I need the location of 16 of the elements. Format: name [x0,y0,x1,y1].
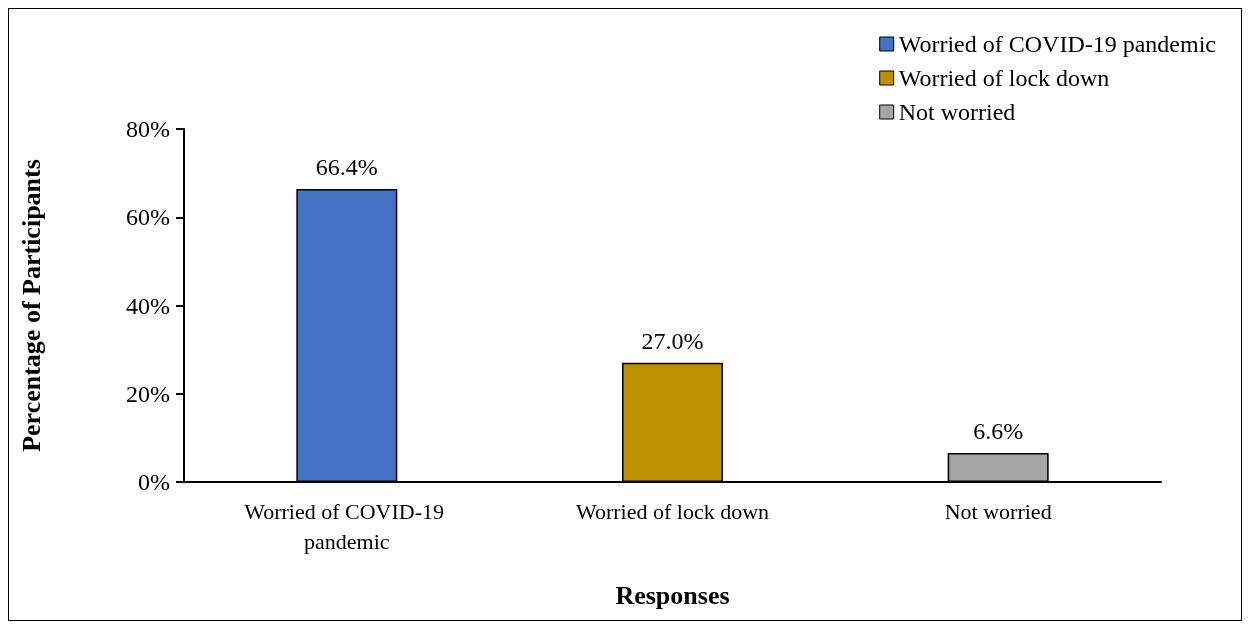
x-tick-label: Not worried [944,498,1052,524]
x-tick-label: Worried of COVID-19 pandemic [244,498,450,554]
x-tick-label: Worried of lock down [575,498,770,524]
legend-label: Worried of lock down [898,65,1110,91]
y-tick-label: 40% [126,292,170,319]
x-axis-title: Responses [615,580,730,610]
y-tick-label: 60% [126,204,170,231]
data-label: 6.6% [973,417,1024,444]
y-tick-label: 0% [138,469,170,495]
y-axis-title: Percentage of Participants [16,159,46,452]
data-label: 66.4% [315,154,378,181]
data-label: 27.0% [641,327,704,354]
y-tick-label: 20% [126,380,170,407]
y-tick-label: 80% [126,116,170,142]
legend-label: Worried of COVID-19 pandemic [898,31,1216,57]
legend-label: Not worried [898,99,1016,125]
